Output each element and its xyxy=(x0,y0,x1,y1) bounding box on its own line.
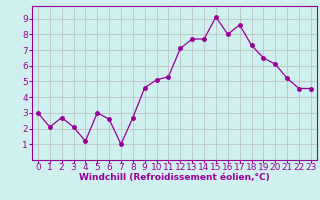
X-axis label: Windchill (Refroidissement éolien,°C): Windchill (Refroidissement éolien,°C) xyxy=(79,173,270,182)
